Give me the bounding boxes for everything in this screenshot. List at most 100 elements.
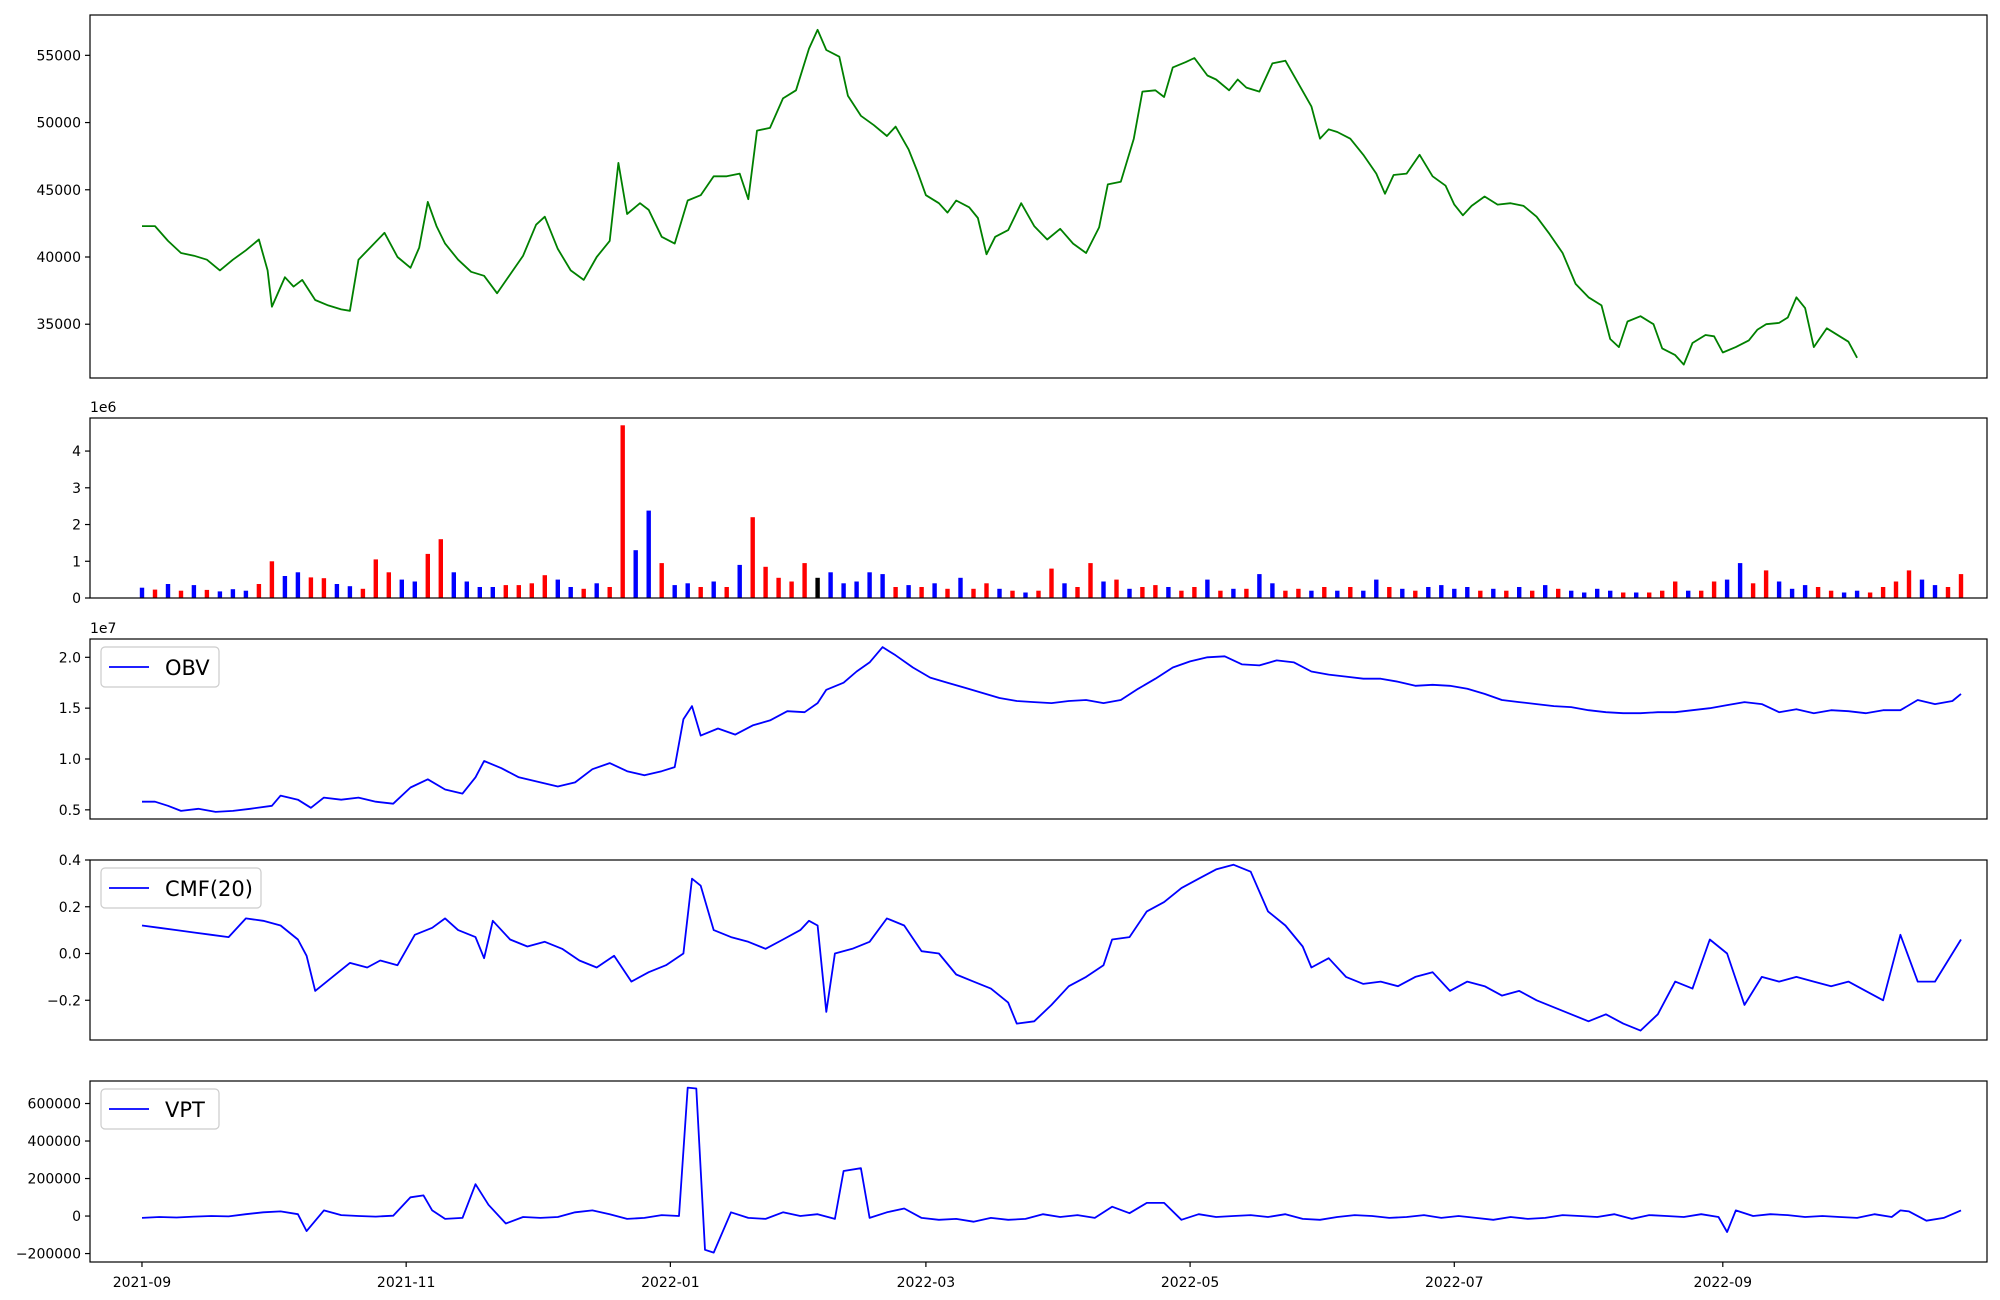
volume-bar (971, 588, 976, 598)
volume-bar (1049, 568, 1054, 598)
volume-bar (932, 583, 937, 598)
obv-panel: 0.5 1.0 1.5 2.0 1e7 OBV (59, 621, 1988, 820)
vpt-ytick-label: 400000 (28, 1134, 81, 1150)
legend-box (100, 867, 262, 909)
volume-bar (542, 575, 547, 598)
obv-ytick-label: 2.0 (59, 650, 81, 666)
volume-bar (1634, 592, 1639, 598)
volume-bar (1218, 590, 1223, 598)
volume-bar (1763, 570, 1769, 598)
obv-ytick-label: 1.5 (59, 701, 81, 717)
volume-bar (1543, 585, 1548, 598)
volume-bar (984, 583, 989, 598)
volume-bar (1724, 579, 1730, 598)
volume-bar (555, 579, 560, 598)
volume-bar (880, 574, 885, 598)
volume-bar (1270, 583, 1275, 598)
cmf-ytick-label: −0.2 (47, 993, 81, 1009)
obv-ytick-label: 1.0 (59, 752, 81, 768)
cmf-ytick-label: 0.0 (59, 947, 81, 963)
volume-bar (867, 572, 872, 598)
volume-bar (1114, 579, 1119, 598)
volume-bar (1465, 587, 1470, 598)
volume-bar (438, 539, 443, 598)
vpt-ytick-label: 600000 (28, 1097, 81, 1113)
volume-bar (152, 589, 158, 598)
volume-bar (672, 585, 677, 598)
legend-box (100, 646, 220, 688)
legend-box (100, 1088, 220, 1130)
price-ytick-label: 50000 (36, 116, 81, 132)
volume-bar (1737, 563, 1743, 598)
cmf-ytick-label: 0.2 (59, 900, 81, 916)
axes-frame (89, 417, 1988, 599)
vpt-ytick-label: 0 (72, 1209, 81, 1225)
volume-bar (1517, 587, 1522, 598)
volume-bar (1075, 587, 1080, 598)
vpt-line (141, 1086, 1962, 1254)
volume-bar (1660, 590, 1665, 598)
volume-bar (204, 589, 210, 598)
volume-bar (1673, 581, 1678, 598)
volume-bar (685, 583, 690, 598)
volume-bar (1348, 587, 1353, 598)
vpt-panel: −200000 0 200000 400000 600000 VPT 2021-09 2021… (16, 1080, 1988, 1291)
volume-bar (1205, 579, 1210, 598)
x-tick-label: 2022-01 (641, 1275, 700, 1291)
volume-bar (360, 588, 366, 598)
volume-bar (1776, 581, 1782, 598)
volume-bar (373, 559, 378, 598)
volume-bar (1413, 590, 1418, 598)
volume-bar (386, 572, 391, 598)
volume-bar (646, 510, 651, 598)
volume-bar (568, 587, 573, 598)
volume-bar (516, 585, 521, 598)
volume-bar (919, 587, 924, 598)
volume-bar (1361, 590, 1366, 598)
axes-frame (89, 638, 1988, 820)
volume-bar (893, 587, 898, 598)
cmf-ytick-label: 0.4 (59, 853, 81, 869)
price-ytick-label: 40000 (36, 250, 81, 266)
volume-bar (1880, 587, 1886, 598)
volume-ytick-label: 1 (72, 554, 81, 570)
volume-bar (1699, 590, 1704, 598)
volume-bar (1257, 574, 1262, 598)
volume-bar (1140, 587, 1145, 598)
volume-bar (1439, 585, 1444, 598)
volume-bar (1841, 592, 1847, 598)
volume-bar (1166, 587, 1171, 598)
volume-bar (451, 572, 456, 598)
volume-bar (1296, 588, 1301, 598)
volume-bar (581, 588, 586, 598)
volume-bar (1569, 590, 1574, 598)
volume-bar (1153, 585, 1158, 598)
volume-bar (1491, 588, 1496, 598)
volume-bar (1530, 590, 1535, 598)
obv-ytick-label: 0.5 (59, 803, 81, 819)
price-panel: 35000 40000 45000 50000 55000 (36, 14, 1988, 379)
x-tick-label: 2021-11 (377, 1275, 436, 1291)
axes-frame (89, 1080, 1988, 1263)
volume-bar (1322, 587, 1327, 598)
volume-bar (412, 581, 417, 598)
volume-bar (698, 587, 703, 598)
volume-bar (620, 425, 625, 598)
volume-bar (607, 587, 612, 598)
cmf-panel: −0.2 0.0 0.2 0.4 CMF(20) (47, 853, 1988, 1041)
price-ytick-label: 55000 (36, 48, 81, 64)
axes-frame (89, 859, 1988, 1041)
volume-bar (191, 585, 197, 598)
vpt-ytick-label: 200000 (28, 1172, 81, 1188)
volume-bar (1452, 588, 1457, 598)
volume-bar (477, 587, 482, 598)
volume-bar (1192, 587, 1197, 598)
volume-bar (217, 591, 223, 598)
volume-bar (347, 586, 353, 598)
price-ytick-label: 35000 (36, 317, 81, 333)
volume-bar (1023, 592, 1028, 598)
axis-offset-label: 1e7 (90, 621, 116, 637)
legend-label: VPT (165, 1098, 205, 1122)
x-tick-label: 2022-05 (1161, 1275, 1220, 1291)
volume-bar (1815, 587, 1821, 598)
